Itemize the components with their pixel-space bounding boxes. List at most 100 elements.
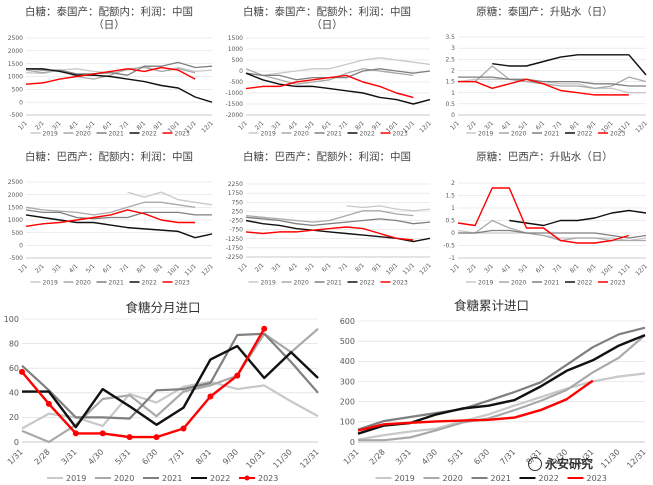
- legend-label: 2022: [360, 279, 375, 286]
- data-point-2023: [261, 325, 268, 332]
- y-tick-label: 2500: [8, 35, 23, 42]
- x-tick-label: 7/1: [119, 263, 131, 275]
- x-tick-label: 4/1: [500, 263, 512, 275]
- chart-panel-brazil-raw-premium: 原糖：巴西产：升贴水（日） 2 1.5 1 0.5 0 -0.5 -1 1/1 2/1 3/1 4/…: [436, 148, 653, 290]
- data-point-2023: [126, 434, 133, 441]
- x-tick-label: 2/1: [466, 263, 478, 275]
- chart-svg: 2250 1750 750 250 -250 -750 -1250 -1750 -22501/1…: [226, 181, 433, 286]
- y-tick-label: -500: [9, 255, 23, 262]
- legend-item: 2023: [567, 474, 607, 483]
- y-tick-label: 1500: [8, 61, 23, 68]
- legend-item: 2019: [466, 130, 493, 137]
- legend-item: 2021: [314, 130, 342, 137]
- series-group: [25, 61, 213, 103]
- legend-item: 2020: [281, 130, 309, 137]
- x-tick-label: 12/31: [298, 447, 321, 470]
- y-tick-label: 1: [451, 90, 455, 97]
- legend-label: 2019: [43, 279, 58, 286]
- data-point-2023: [234, 372, 241, 379]
- legend-label: 2021: [109, 130, 124, 137]
- series-line-2019: [357, 372, 646, 441]
- legend-label: 2023: [610, 130, 625, 137]
- y-tick-label: 2000: [8, 48, 23, 55]
- legend-label: 2021: [491, 474, 511, 483]
- x-tick-label: 4/30: [420, 447, 439, 466]
- y-tick-label: -750: [229, 227, 243, 234]
- legend-label: 2022: [577, 130, 592, 137]
- legend-item: 2020: [63, 279, 91, 286]
- legend-item: 2019: [248, 130, 276, 137]
- chart-panel-brazil-quota-out-profit: 白糖：巴西产：配额外：利润：中国 2250 1750 750 250 -250 -750 -…: [218, 148, 436, 290]
- legend: 2019 2020 2021 2022 2023: [30, 130, 190, 137]
- x-tick-label: 8/31: [194, 447, 213, 466]
- y-tick-label: 2500: [8, 179, 23, 186]
- x-axis: 1/1 2/1 3/1 4/1 5/1 6/1 7/1 8/1 9/1 10/1 11/1 12/1: [237, 262, 433, 277]
- legend-label: 2021: [162, 474, 182, 483]
- x-tick-label: 6/1: [535, 263, 547, 275]
- y-axis: 2 1.5 1 0.5 0 -0.5 -1: [443, 180, 455, 262]
- y-tick-label: 1500: [228, 35, 243, 42]
- legend-label: 2020: [443, 474, 463, 483]
- wechat-icon: [528, 457, 542, 471]
- legend-label: 2022: [142, 130, 157, 137]
- legend-label: 2021: [109, 279, 124, 286]
- chart-panel-thai-quota-out-profit: 白糖：泰国产：配额外：利润：中国 （日） 1500 1000 500 0 -500 -100…: [218, 0, 436, 148]
- series-line-2023: [21, 328, 266, 439]
- legend-label: 2023: [258, 474, 278, 483]
- legend-item: 2021: [532, 130, 559, 137]
- legend-item: 2019: [466, 279, 493, 286]
- x-tick-label: 7/1: [119, 120, 131, 132]
- x-tick-label: 7/1: [337, 262, 349, 274]
- chart-title: 白糖：巴西产：配额外：利润：中国: [243, 151, 411, 163]
- y-tick-label: 1750: [228, 190, 243, 197]
- x-tick-label: 7/1: [552, 120, 564, 132]
- series-group: [457, 187, 647, 244]
- legend-item: 2021: [96, 279, 124, 286]
- legend-label: 2023: [175, 130, 190, 137]
- y-tick-label: 0: [350, 438, 355, 447]
- legend-label: 2023: [175, 279, 190, 286]
- series-line-2021: [245, 68, 431, 81]
- x-tick-label: 1/31: [342, 447, 361, 466]
- legend: 2019 2020 2021 2022 2023: [466, 130, 625, 137]
- y-tick-label: 1500: [8, 204, 23, 211]
- chart-title: 白糖：泰国产：配额外：利润：中国 （日）: [243, 6, 411, 31]
- chart-title: 食糖累计进口: [453, 298, 529, 313]
- legend-item: 2019: [375, 474, 415, 483]
- series-line-2019: [457, 78, 646, 94]
- legend-item: 2021: [96, 130, 124, 137]
- series-line-2019: [245, 57, 431, 77]
- x-tick-label: 8/1: [135, 263, 147, 275]
- y-tick-label: -0.5: [443, 243, 455, 250]
- y-tick-label: 0: [14, 438, 19, 447]
- series-group: [245, 57, 431, 105]
- data-point-2023: [99, 430, 106, 437]
- y-tick-label: -2250: [226, 254, 244, 261]
- x-tick-label: 8/1: [354, 262, 366, 274]
- legend-item: 2022: [191, 474, 230, 483]
- x-tick-label: 2/1: [34, 120, 46, 132]
- legend-label: 2022: [210, 474, 230, 483]
- legend-item: 2020: [499, 130, 526, 137]
- x-tick-label: 2/1: [254, 120, 266, 132]
- legend-label: 2022: [577, 279, 592, 286]
- legend-label: 2019: [43, 130, 58, 137]
- legend-label: 2021: [327, 279, 342, 286]
- y-tick-label: 100: [340, 418, 355, 427]
- y-tick-label: -500: [229, 79, 243, 86]
- y-tick-label: 1000: [228, 46, 243, 53]
- y-tick-label: 500: [340, 337, 355, 346]
- y-tick-label: 3: [451, 45, 455, 52]
- legend-item: 2020: [95, 474, 134, 483]
- legend-item: 2022: [565, 130, 592, 137]
- series-line-2022: [26, 68, 213, 103]
- legend-label: 2021: [544, 279, 559, 286]
- legend: 2019 2020 2021 2022 2023: [248, 130, 408, 137]
- y-tick-label: 1.5: [445, 193, 455, 200]
- y-tick-label: 40: [9, 389, 19, 398]
- y-tick-label: 100: [4, 315, 19, 324]
- x-tick-label: 10/1: [385, 262, 400, 277]
- legend-item: 2020: [63, 130, 91, 137]
- series-line-2022: [25, 214, 213, 239]
